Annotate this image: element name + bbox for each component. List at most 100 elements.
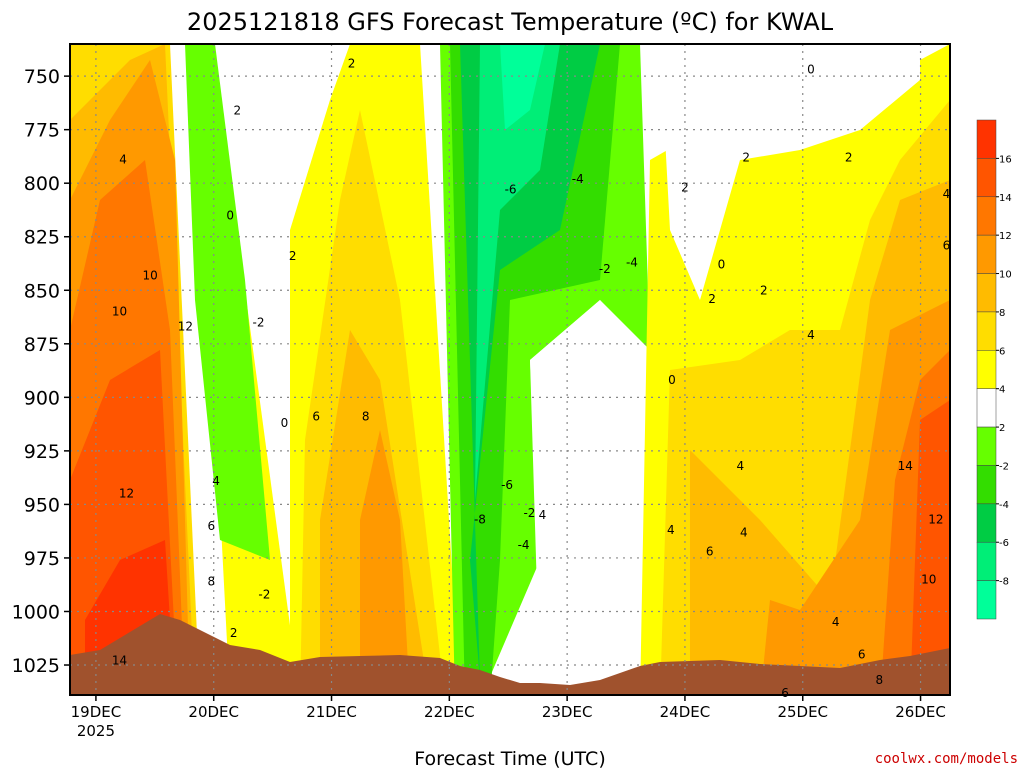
contour-label: 2 (289, 249, 297, 263)
contour-label: 4 (736, 459, 744, 473)
legend-label: 12 (999, 231, 1012, 242)
x-axis: 19DEC 20DEC 21DEC 22DEC 23DEC 24DEC 25DEC 26DEC… (71, 695, 946, 740)
legend-label: 4 (999, 385, 1005, 396)
y-tick-label: 875 (24, 334, 60, 356)
contour-label: 4 (740, 525, 748, 539)
contour-label: 12 (119, 487, 134, 501)
contour-label: 4 (539, 508, 547, 522)
contour-label: 12 (178, 320, 193, 334)
contour-label: 0 (226, 208, 234, 222)
legend-label: 2 (999, 423, 1005, 434)
legend-label: -6 (999, 538, 1009, 549)
terrain (70, 614, 950, 695)
contour-label: -2 (258, 587, 270, 601)
legend-swatch (976, 580, 997, 620)
temp-band-neg8 (475, 44, 560, 500)
legend-swatch (976, 119, 997, 159)
legend-label: -4 (999, 500, 1009, 511)
legend-swatch (976, 196, 997, 236)
contour-label: -6 (501, 478, 513, 492)
contour-label: 8 (875, 673, 883, 687)
x-tick-label: 25DEC (777, 703, 828, 721)
temp-band-neg10 (500, 44, 545, 130)
contour-label: -4 (572, 172, 584, 186)
legend-swatch (976, 311, 997, 351)
legend-label: -8 (999, 577, 1009, 588)
contour-label: 14 (112, 654, 127, 668)
contour-label: 6 (781, 686, 789, 700)
temp-band-12c (910, 400, 950, 695)
y-tick-label: 1025 (12, 655, 60, 677)
y-tick-label: 925 (24, 441, 60, 463)
x-tick-label: 26DEC (895, 703, 946, 721)
contour-label: 2 (845, 150, 853, 164)
x-tick-label: 23DEC (542, 703, 593, 721)
contour-label: 2 (348, 56, 356, 70)
temp-band-0 (530, 300, 640, 690)
legend-label: 10 (999, 270, 1012, 281)
contour-label: 14 (898, 459, 913, 473)
contour-label: 4 (832, 615, 840, 629)
contour-label: -2 (523, 506, 535, 520)
legend-label: 14 (999, 193, 1012, 204)
temp-band-8b (360, 430, 410, 695)
legend-label: 8 (999, 308, 1005, 319)
legend-swatch (976, 503, 997, 543)
temp-band-neg2a (185, 44, 270, 560)
x-tick-label: 22DEC (424, 703, 475, 721)
y-tick-label: 850 (24, 280, 60, 302)
contour-label: 0 (281, 416, 289, 430)
y-tick-label: 775 (24, 120, 60, 142)
x-axis-label: Forecast Time (UTC) (414, 748, 605, 768)
y-tick-label: 1000 (12, 601, 60, 623)
x-tick-label: 21DEC (306, 703, 357, 721)
temp-band-white-top (660, 44, 920, 300)
y-tick-label: 750 (24, 66, 60, 88)
contour-label: -6 (505, 183, 517, 197)
credit-link[interactable]: coolwx.com/models (875, 751, 1018, 767)
x-tick-label: 19DEC (71, 703, 122, 721)
contour-label: 0 (718, 258, 726, 272)
legend-swatch (976, 234, 997, 274)
contour-label: 2 (708, 292, 716, 306)
contour-label: 4 (807, 328, 815, 342)
contour-label: -8 (474, 512, 486, 526)
legend-label: 16 (999, 154, 1012, 165)
contour-label: 10 (921, 572, 936, 586)
contour-label: 4 (943, 187, 951, 201)
contour-label: 4 (119, 153, 127, 167)
contour-label: 4 (667, 523, 675, 537)
plot-area (70, 44, 950, 695)
contour-label: 4 (212, 474, 220, 488)
contour-label: 0 (807, 63, 815, 77)
y-tick-label: 975 (24, 548, 60, 570)
legend-swatch (976, 465, 997, 505)
contour-label: 2 (742, 150, 750, 164)
y-tick-label: 950 (24, 494, 60, 516)
legend-swatch (976, 158, 997, 198)
legend-swatch (976, 273, 997, 313)
chart-title: 2025121818 GFS Forecast Temperature (ºC)… (187, 8, 834, 36)
contour-label: -2 (599, 262, 611, 276)
legend-colorbar: 16 14 12 10 8 6 4 2 -2 -4 -6 -8 (976, 119, 1012, 620)
contour-label: 10 (112, 305, 127, 319)
contour-label: 12 (928, 512, 943, 526)
contour-label: -2 (253, 315, 265, 329)
contour-label: 2 (230, 626, 238, 640)
contour-label: 2 (681, 180, 689, 194)
legend-swatch (976, 350, 997, 389)
contour-label: 0 (668, 373, 676, 387)
contour-label: -4 (626, 255, 638, 269)
y-axis: 750 775 800 825 850 875 900 925 950 975 1000 1025 (12, 66, 70, 677)
contour-label: 6 (858, 647, 866, 661)
contour-label: 8 (208, 575, 216, 589)
x-year-label: 2025 (77, 722, 115, 740)
x-tick-label: 24DEC (660, 703, 711, 721)
contour-label: 6 (943, 238, 951, 252)
legend-label: 6 (999, 346, 1005, 357)
legend-swatch (976, 541, 997, 581)
contour-label: 6 (208, 519, 216, 533)
x-tick-label: 20DEC (188, 703, 239, 721)
